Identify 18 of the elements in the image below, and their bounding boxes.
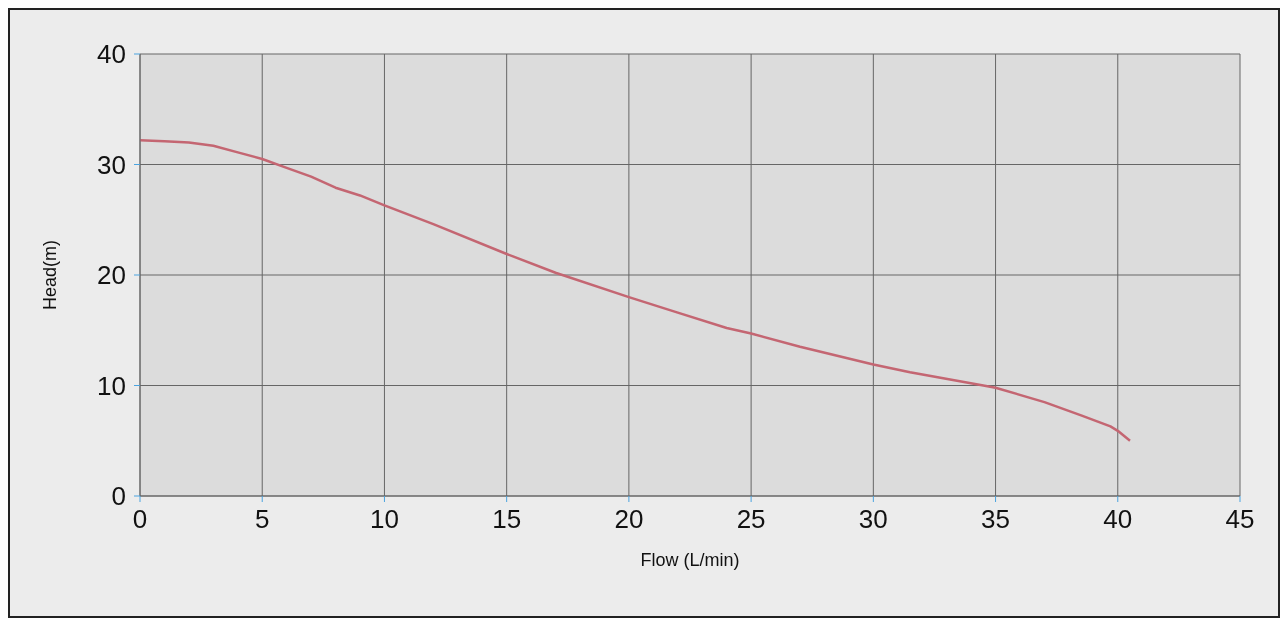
- x-tick-label: 5: [254, 504, 270, 535]
- y-tick-label: 30: [97, 149, 126, 180]
- y-axis-title: Head(m): [40, 239, 61, 311]
- y-tick-label: 10: [97, 370, 126, 401]
- x-tick-label: 30: [858, 504, 888, 535]
- x-tick-label: 15: [492, 504, 522, 535]
- x-tick-label: 35: [981, 504, 1011, 535]
- y-tick-label: 40: [97, 39, 126, 70]
- x-tick-label: 25: [736, 504, 766, 535]
- x-tick-label: 0: [132, 504, 148, 535]
- line-series: [140, 138, 1132, 442]
- x-tick-label: 40: [1103, 504, 1133, 535]
- x-axis-title: Flow (L/min): [640, 550, 740, 570]
- x-tick-label: 10: [369, 504, 399, 535]
- y-tick-label: 0: [111, 481, 126, 512]
- x-tick-label: 45: [1225, 504, 1255, 535]
- x-tick-label: 20: [614, 504, 644, 535]
- y-tick-label: 20: [97, 260, 126, 291]
